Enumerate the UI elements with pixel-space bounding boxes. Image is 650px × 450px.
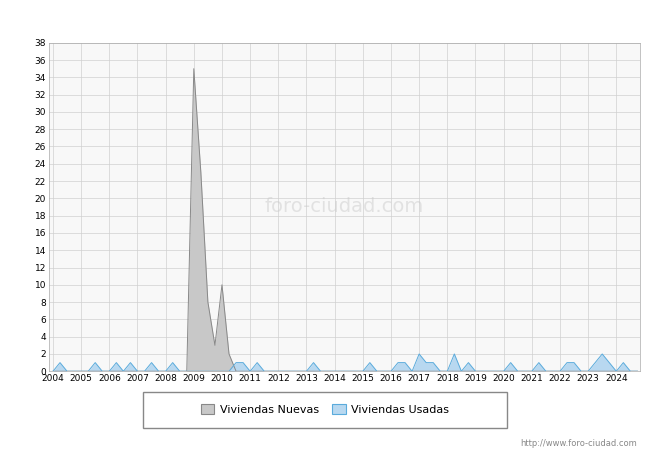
- Legend: Viviendas Nuevas, Viviendas Usadas: Viviendas Nuevas, Viviendas Usadas: [196, 400, 454, 419]
- Text: Valdastillas - Evolucion del Nº de Transacciones Inmobiliarias: Valdastillas - Evolucion del Nº de Trans…: [122, 10, 528, 22]
- Text: foro-ciudad.com: foro-ciudad.com: [265, 198, 424, 216]
- Text: http://www.foro-ciudad.com: http://www.foro-ciudad.com: [520, 439, 637, 448]
- FancyBboxPatch shape: [143, 392, 507, 428]
